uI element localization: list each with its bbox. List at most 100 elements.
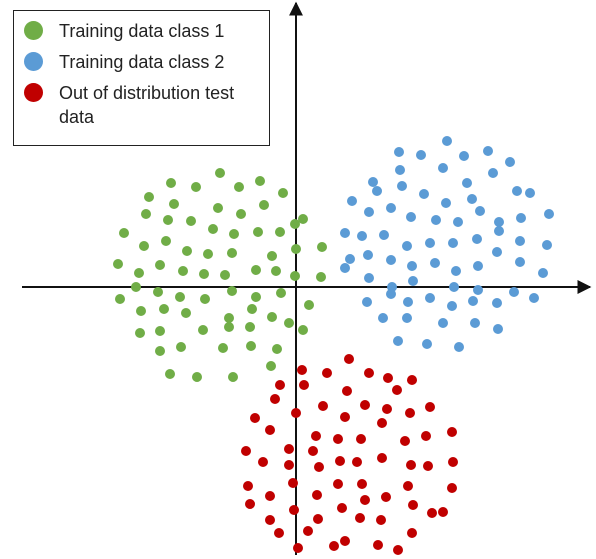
point (368, 177, 378, 187)
point (407, 261, 417, 271)
point (492, 298, 502, 308)
point (169, 199, 179, 209)
point (386, 203, 396, 213)
point (251, 292, 261, 302)
point (360, 400, 370, 410)
point (175, 292, 185, 302)
point (228, 372, 238, 382)
legend-marker (24, 52, 43, 71)
point (115, 294, 125, 304)
point (494, 217, 504, 227)
point (475, 206, 485, 216)
point (431, 215, 441, 225)
point (408, 500, 418, 510)
point (113, 259, 123, 269)
point (542, 240, 552, 250)
point (462, 178, 472, 188)
point (274, 528, 284, 538)
point (333, 479, 343, 489)
point (516, 213, 526, 223)
point (266, 361, 276, 371)
point (378, 313, 388, 323)
point (395, 165, 405, 175)
point (229, 229, 239, 239)
point (191, 182, 201, 192)
point (289, 505, 299, 515)
point (493, 324, 503, 334)
point (529, 293, 539, 303)
point (253, 227, 263, 237)
point (243, 481, 253, 491)
point (144, 192, 154, 202)
point (377, 453, 387, 463)
point (159, 304, 169, 314)
point (220, 270, 230, 280)
point (397, 181, 407, 191)
legend-label: Out of distribution test data (59, 83, 235, 127)
point (402, 241, 412, 251)
point (363, 250, 373, 260)
point (340, 228, 350, 238)
point (153, 287, 163, 297)
point (347, 196, 357, 206)
point (247, 304, 257, 314)
point (284, 318, 294, 328)
point (234, 182, 244, 192)
point (308, 446, 318, 456)
point (355, 513, 365, 523)
point (161, 236, 171, 246)
point (304, 300, 314, 310)
point (468, 296, 478, 306)
point (155, 346, 165, 356)
point (488, 168, 498, 178)
point (403, 481, 413, 491)
point (406, 460, 416, 470)
point (267, 251, 277, 261)
point (373, 540, 383, 550)
point (135, 328, 145, 338)
point (224, 313, 234, 323)
point (393, 545, 403, 555)
point (425, 293, 435, 303)
point (333, 434, 343, 444)
point (186, 216, 196, 226)
point (459, 151, 469, 161)
point (293, 543, 303, 553)
legend-label: Training data class 1 (59, 21, 225, 41)
point (259, 200, 269, 210)
point (419, 189, 429, 199)
point (165, 369, 175, 379)
point (316, 272, 326, 282)
point (438, 507, 448, 517)
point (345, 254, 355, 264)
point (227, 248, 237, 258)
point (163, 215, 173, 225)
point (383, 373, 393, 383)
point (430, 258, 440, 268)
point (364, 207, 374, 217)
point (272, 344, 282, 354)
point (311, 431, 321, 441)
point (181, 308, 191, 318)
point (454, 342, 464, 352)
point (505, 157, 515, 167)
point (382, 404, 392, 414)
point (360, 495, 370, 505)
point (467, 194, 477, 204)
point (166, 178, 176, 188)
point (198, 325, 208, 335)
point (176, 342, 186, 352)
point (449, 282, 459, 292)
point (275, 380, 285, 390)
point (472, 234, 482, 244)
point (284, 444, 294, 454)
point (386, 255, 396, 265)
point (227, 286, 237, 296)
point (318, 401, 328, 411)
point (538, 268, 548, 278)
point (421, 431, 431, 441)
point (394, 147, 404, 157)
point (392, 385, 402, 395)
point (155, 326, 165, 336)
